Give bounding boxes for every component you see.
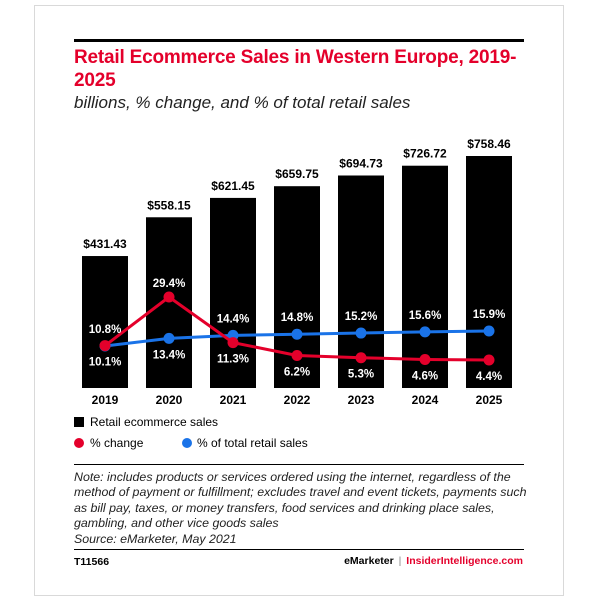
label-pct-total-2025: 15.9% — [473, 309, 506, 321]
bar-label-2020: $558.15 — [147, 198, 191, 212]
bar-label-2024: $726.72 — [403, 147, 447, 161]
legend-swatch-pct-change — [74, 438, 84, 448]
x-tick-2023: 2023 — [348, 393, 375, 407]
label-pct-change-2024: 4.6% — [412, 370, 438, 382]
chart-id: T11566 — [74, 556, 110, 568]
bar-2024 — [402, 165, 448, 388]
point-pct-change-2025 — [483, 354, 495, 366]
label-pct-total-2019: 10.8% — [89, 324, 122, 336]
bar-label-2019: $431.43 — [83, 237, 127, 251]
brand-footer: eMarketer | InsiderIntelligence.com — [344, 555, 523, 567]
label-pct-total-2021: 14.4% — [217, 313, 250, 325]
x-tick-2022: 2022 — [284, 393, 311, 407]
point-pct-change-2024 — [419, 353, 431, 365]
bar-2021 — [210, 197, 256, 388]
x-tick-2024: 2024 — [412, 393, 439, 407]
point-pct-total-2023 — [355, 327, 367, 339]
legend-label-bars: Retail ecommerce sales — [90, 415, 218, 429]
note-separator — [74, 464, 524, 465]
brand-insider: InsiderIntelligence.com — [406, 555, 523, 567]
bar-label-2022: $659.75 — [275, 167, 319, 181]
point-pct-total-2020 — [163, 332, 175, 344]
x-tick-2021: 2021 — [220, 393, 247, 407]
x-tick-2019: 2019 — [92, 393, 119, 407]
brand-separator: | — [398, 555, 402, 567]
label-pct-total-2020: 13.4% — [153, 349, 186, 361]
point-pct-change-2022 — [291, 349, 303, 361]
point-pct-total-2024 — [419, 326, 431, 338]
bar-2019 — [82, 256, 128, 388]
point-pct-change-2019 — [99, 340, 111, 352]
legend-swatch-bars — [74, 417, 84, 427]
legend-label-pct-change: % change — [90, 436, 144, 450]
label-pct-change-2022: 6.2% — [284, 366, 310, 378]
label-pct-total-2022: 14.8% — [281, 312, 314, 324]
bar-2020 — [146, 217, 192, 388]
label-pct-change-2019: 10.1% — [89, 357, 122, 369]
source-text: Source: eMarketer, May 2021 — [74, 531, 237, 546]
chart-note: Note: includes products or services orde… — [74, 470, 529, 547]
top-rule — [74, 39, 524, 42]
bar-label-2025: $758.46 — [467, 137, 511, 151]
label-pct-total-2023: 15.2% — [345, 311, 378, 323]
label-pct-change-2021: 11.3% — [217, 354, 249, 366]
label-pct-change-2025: 4.4% — [476, 371, 502, 383]
bar-2025 — [466, 156, 512, 388]
x-tick-2020: 2020 — [156, 393, 183, 407]
bar-label-2021: $621.45 — [211, 179, 255, 193]
brand-emarketer: eMarketer — [344, 555, 394, 567]
point-pct-change-2020 — [163, 291, 175, 303]
label-pct-change-2020: 29.4% — [153, 278, 186, 290]
point-pct-change-2023 — [355, 352, 367, 364]
note-text: Note: includes products or services orde… — [74, 470, 527, 531]
point-pct-total-2022 — [291, 328, 303, 340]
bar-label-2023: $694.73 — [339, 156, 383, 170]
point-pct-total-2025 — [483, 325, 495, 337]
chart-title: Retail Ecommerce Sales in Western Europe… — [74, 47, 517, 91]
point-pct-change-2021 — [227, 337, 239, 349]
chart-subtitle: billions, % change, and % of total retai… — [74, 93, 411, 112]
x-tick-2025: 2025 — [476, 393, 503, 407]
label-pct-change-2023: 5.3% — [348, 369, 374, 381]
label-pct-total-2024: 15.6% — [409, 310, 442, 322]
legend-label-pct-total: % of total retail sales — [197, 436, 308, 450]
legend-swatch-pct-total — [182, 438, 192, 448]
footer-rule — [74, 549, 524, 550]
